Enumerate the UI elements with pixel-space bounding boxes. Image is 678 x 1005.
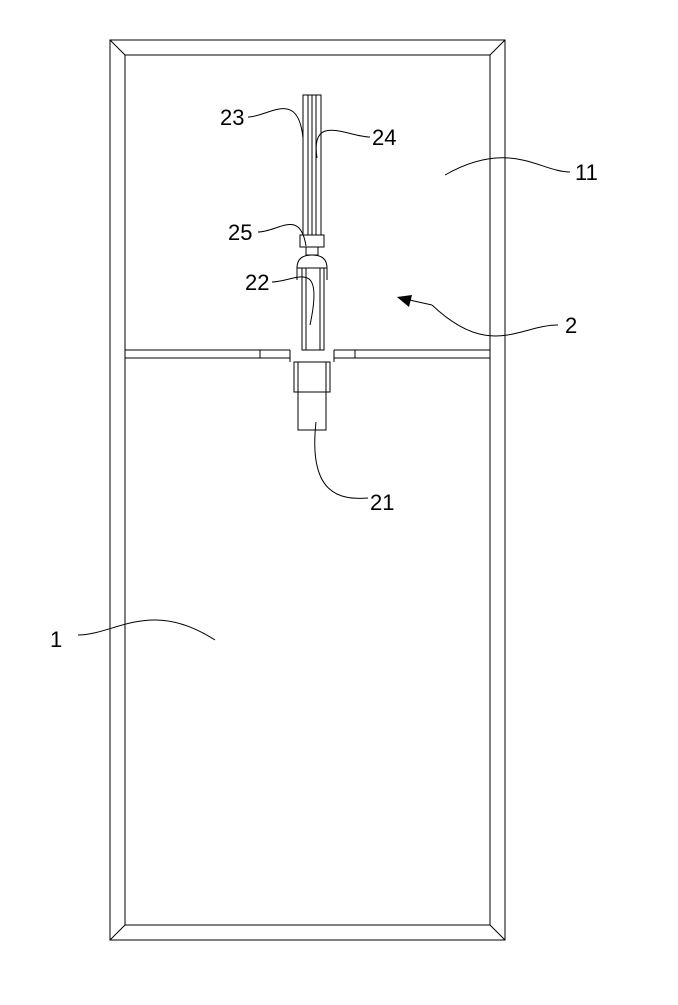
leader-21	[315, 422, 368, 498]
motor-lower	[298, 392, 326, 430]
leader-2-arrow	[397, 295, 412, 307]
leader-2	[432, 305, 558, 336]
leader-1	[78, 620, 215, 640]
motor-upper	[294, 362, 330, 392]
label-21: 21	[370, 490, 394, 515]
leader-25	[258, 225, 306, 246]
label-22: 22	[245, 270, 269, 295]
corner-br	[490, 925, 505, 940]
corner-tr	[490, 40, 505, 55]
leader-23	[248, 109, 303, 138]
label-23: 23	[220, 105, 244, 130]
small-block	[306, 247, 318, 255]
leader-22	[272, 277, 314, 325]
arch	[297, 255, 327, 268]
label-24: 24	[372, 125, 396, 150]
label-2: 2	[565, 313, 577, 338]
diagram-root: 1 2 11 21 22 23 24 25	[0, 0, 678, 1000]
label-11: 11	[575, 160, 598, 185]
label-1: 1	[50, 627, 62, 652]
leader-24	[316, 130, 370, 158]
corner-bl	[110, 925, 125, 940]
technical-drawing-svg: 1 2 11 21 22 23 24 25	[0, 0, 678, 1000]
corner-tl	[110, 40, 125, 55]
label-25: 25	[228, 220, 252, 245]
leader-11	[445, 158, 570, 175]
